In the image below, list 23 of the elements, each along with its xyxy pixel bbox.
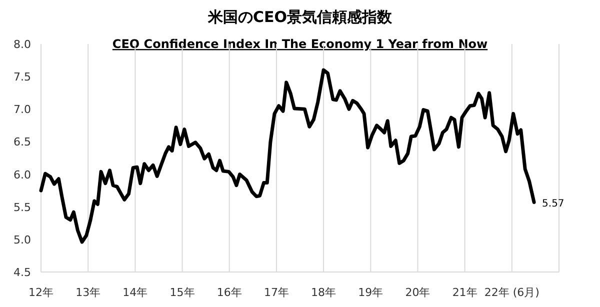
x-tick-label: 20年 [405,286,430,299]
y-tick-label: 7.5 [14,70,31,84]
y-tick-label: 4.5 [14,266,31,279]
y-tick-label: 6.5 [14,136,31,149]
x-tick-label: 22年 (6月) [484,286,540,299]
line-series [39,68,536,244]
x-tick-label: 16年 [216,286,242,299]
x-tick-label: 17年 [264,286,289,299]
y-tick-label: 5.5 [14,200,31,214]
annotation: 5.57 [542,198,564,210]
y-tick-label: 7.0 [14,103,31,116]
x-tick-label: 19年 [358,286,384,299]
x-tick-label: 14年 [122,286,148,299]
x-tick-label: 18年 [311,286,336,299]
y-tick-label: 5.0 [14,233,31,246]
x-tick-label: 21年 [452,286,478,299]
chart-title: 米国のCEO景気信頼感指数 [206,8,393,26]
chart-subtitle: CEO Confidence Index In The Economy 1 Year from Now [112,37,488,51]
x-tick-label: 13年 [76,286,101,299]
x-tick-label: 12年 [28,286,54,299]
x-tick-label: 15年 [170,286,195,299]
y-tick-label: 6.0 [14,168,31,182]
y-tick-label: 8.0 [14,38,31,51]
